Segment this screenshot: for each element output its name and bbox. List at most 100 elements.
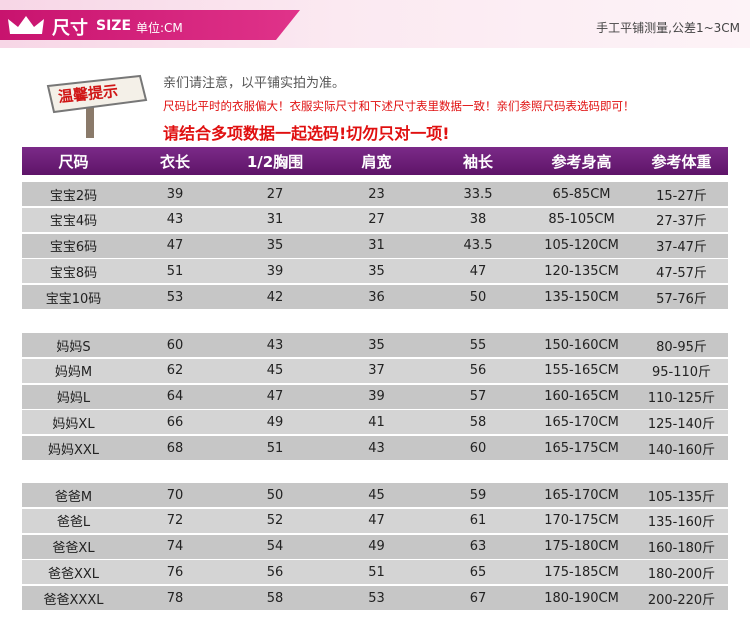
banner-band (0, 10, 300, 40)
cell: 39 (266, 263, 284, 279)
cell: 160-165CM (544, 389, 619, 405)
cell: 35 (368, 337, 385, 353)
cell: 37-47斤 (656, 240, 707, 256)
cell: 160-180斤 (647, 541, 716, 557)
title-en: SIZE (96, 18, 132, 34)
cell: 105-120CM (544, 238, 619, 254)
cell: 妈妈XL (52, 416, 95, 432)
cell: 35 (368, 263, 385, 279)
cell: 200-220斤 (647, 592, 716, 608)
cell: 76 (166, 564, 184, 580)
cell: 27 (368, 212, 385, 228)
cell: 165-170CM (544, 414, 619, 430)
crown-icon (8, 16, 44, 34)
header-cell: 衣长 (159, 152, 190, 171)
cell: 57-76斤 (656, 291, 707, 307)
cell: 47-57斤 (656, 265, 707, 281)
cell: 41 (368, 414, 385, 430)
data-row: 爸爸XL 74 54 49 63 175-180CM 160-180斤 (22, 534, 728, 559)
cell: 170-175CM (544, 513, 619, 529)
cell: 27 (266, 186, 284, 202)
header-row: 尺码 衣长 1/2胸围 肩宽 袖长 参考身高 参考体重 (22, 147, 728, 175)
data-row: 宝宝4码 43 31 27 38 85-105CM 27-37斤 (22, 207, 728, 232)
cell: 66 (166, 414, 184, 430)
cell: 175-185CM (544, 564, 619, 580)
title: 尺寸 (52, 18, 88, 39)
cell: 爸爸XXXL (43, 592, 104, 608)
cell: 43 (368, 440, 385, 456)
cell: 51 (368, 564, 385, 580)
cell: 爸爸XL (52, 541, 95, 557)
cell: 43 (266, 337, 284, 353)
cell: 妈妈L (56, 391, 91, 407)
cell: 妈妈XXL (47, 442, 100, 458)
cell: 爸爸XXL (47, 566, 100, 582)
cell: 27-37斤 (656, 214, 707, 230)
data-row: 宝宝8码 51 39 35 47 120-135CM 47-57斤 (22, 259, 728, 284)
data-row: 爸爸M 70 50 45 59 165-170CM 105-135斤 (22, 483, 728, 507)
cell: 50 (266, 487, 284, 503)
cell: 37 (368, 363, 385, 379)
cell: 80-95斤 (656, 339, 707, 355)
cell: 95-110斤 (651, 365, 712, 381)
cell: 155-165CM (544, 363, 619, 379)
cell: 妈妈S (56, 339, 91, 355)
data-row: 妈妈XXL 68 51 43 60 165-175CM 140-160斤 (22, 436, 728, 461)
cell: 49 (368, 539, 385, 555)
cell: 56 (266, 564, 284, 580)
header-cell: 参考身高 (551, 152, 612, 171)
cell: 43.5 (463, 238, 493, 254)
cell: 47 (368, 513, 385, 529)
cell: 33.5 (463, 186, 493, 202)
data-row: 妈妈S 60 43 35 55 150-160CM 80-95斤 (22, 333, 728, 357)
cell: 49 (266, 414, 284, 430)
cell: 65 (469, 564, 487, 580)
cell: 47 (166, 238, 184, 254)
cell: 38 (469, 212, 487, 228)
cell: 125-140斤 (647, 416, 716, 432)
cell: 150-160CM (544, 337, 619, 353)
cell: 51 (166, 263, 184, 279)
data-row: 宝宝6码 47 35 31 43.5 105-120CM 37-47斤 (22, 233, 728, 258)
cell: 60 (469, 440, 487, 456)
cell: 45 (368, 487, 385, 503)
cell: 67 (469, 590, 487, 606)
cell: 60 (166, 337, 184, 353)
cell: 120-135CM (544, 263, 619, 279)
header-cell: 参考体重 (651, 152, 712, 171)
header-cell: 袖长 (462, 152, 493, 171)
measure-note: 手工平铺测量,公差1~3CM (596, 21, 740, 35)
cell: 59 (469, 487, 487, 503)
data-row: 爸爸L 72 52 47 61 170-175CM 135-160斤 (22, 508, 728, 533)
cell: 宝宝10码 (45, 291, 102, 307)
cell: 56 (469, 363, 487, 379)
cell: 165-170CM (544, 487, 619, 503)
cell: 180-190CM (544, 590, 619, 606)
data-row: 宝宝10码 53 42 36 50 135-150CM 57-76斤 (22, 285, 728, 310)
notice-emphasis: 请结合多项数据一起选码!切勿只对一项! (163, 124, 450, 143)
cell: 31 (368, 238, 385, 254)
cell: 15-27斤 (656, 188, 707, 204)
cell: 50 (469, 289, 487, 305)
cell: 140-160斤 (647, 442, 716, 458)
cell: 23 (368, 186, 385, 202)
cell: 31 (266, 212, 284, 228)
cell: 64 (166, 389, 184, 405)
cell: 宝宝4码 (49, 214, 98, 230)
cell: 妈妈M (54, 365, 93, 381)
cell: 47 (266, 389, 284, 405)
cell: 85-105CM (548, 212, 615, 228)
cell: 35 (266, 238, 284, 254)
cell: 43 (166, 212, 184, 228)
cell: 爸爸L (56, 515, 91, 531)
cell: 63 (469, 539, 487, 555)
cell: 39 (166, 186, 184, 202)
cell: 51 (266, 440, 284, 456)
cell: 110-125斤 (647, 391, 716, 407)
cell: 62 (166, 363, 184, 379)
cell: 135-150CM (544, 289, 619, 305)
cell: 55 (469, 337, 487, 353)
cell: 42 (266, 289, 284, 305)
cell: 72 (166, 513, 184, 529)
data-row: 宝宝2码 39 27 23 33.5 65-85CM 15-27斤 (22, 182, 728, 206)
